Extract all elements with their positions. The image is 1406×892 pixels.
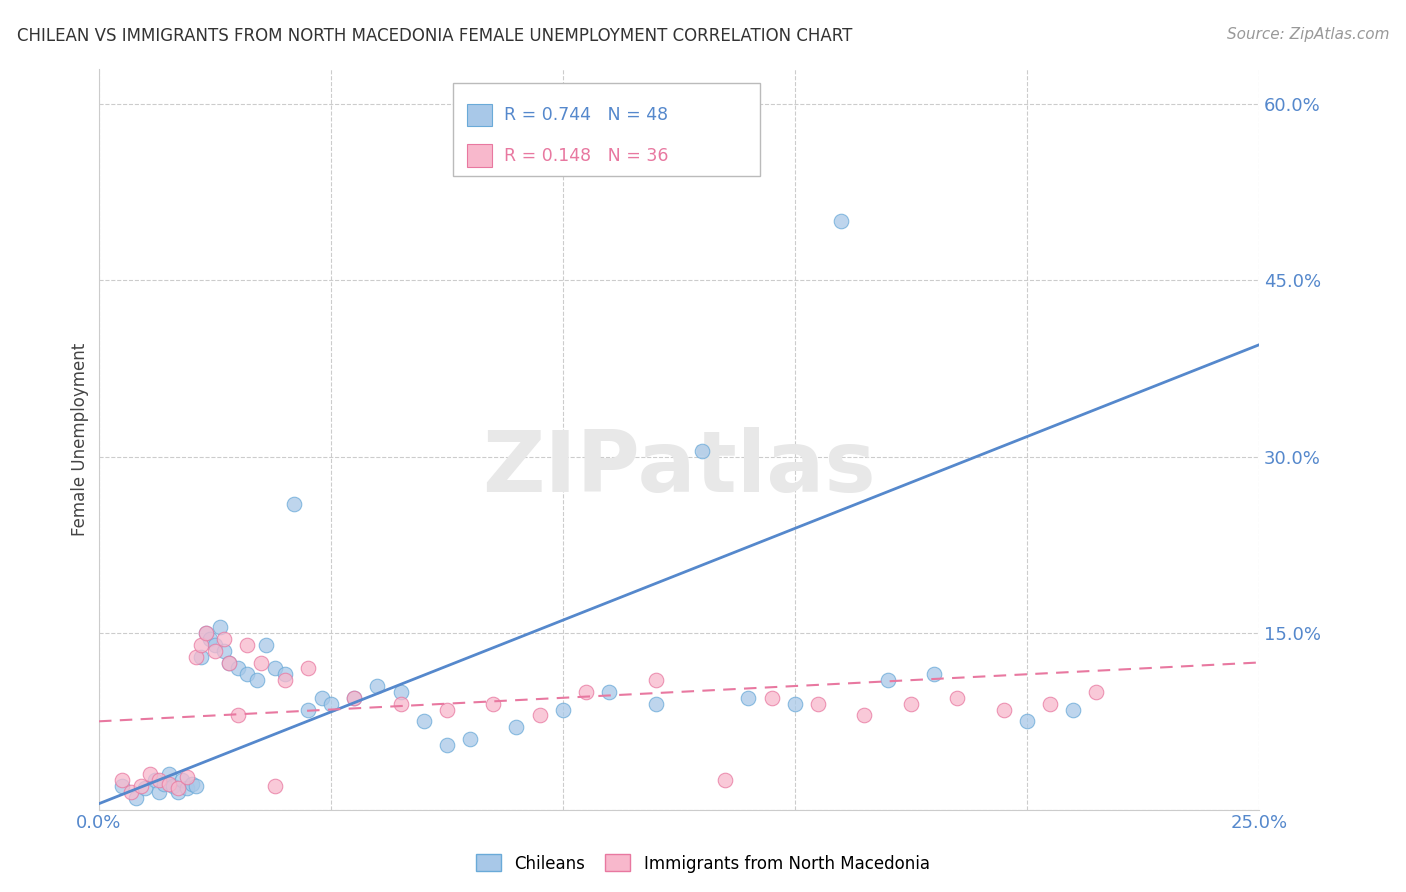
Point: [297, 661, 319, 675]
FancyBboxPatch shape: [467, 103, 492, 126]
Point: [737, 690, 759, 705]
Point: [922, 667, 945, 681]
Point: [436, 738, 458, 752]
Point: [644, 697, 666, 711]
Point: [264, 661, 287, 675]
Point: [200, 632, 222, 646]
Point: [250, 656, 273, 670]
Point: [807, 697, 830, 711]
Point: [343, 690, 366, 705]
Text: Source: ZipAtlas.com: Source: ZipAtlas.com: [1226, 27, 1389, 42]
Point: [143, 773, 166, 788]
Point: [236, 638, 259, 652]
Point: [761, 690, 783, 705]
Point: [212, 632, 235, 646]
Point: [830, 214, 852, 228]
Point: [139, 767, 162, 781]
Point: [148, 773, 170, 788]
Point: [162, 779, 184, 793]
Point: [412, 714, 434, 729]
Point: [853, 708, 876, 723]
Point: [246, 673, 269, 688]
Text: CHILEAN VS IMMIGRANTS FROM NORTH MACEDONIA FEMALE UNEMPLOYMENT CORRELATION CHART: CHILEAN VS IMMIGRANTS FROM NORTH MACEDON…: [17, 27, 852, 45]
Point: [297, 702, 319, 716]
Point: [218, 656, 240, 670]
Point: [204, 644, 226, 658]
Point: [111, 773, 134, 788]
Point: [946, 690, 969, 705]
Point: [186, 649, 208, 664]
Point: [273, 673, 295, 688]
Point: [529, 708, 551, 723]
Point: [125, 790, 148, 805]
Point: [157, 767, 180, 781]
Point: [218, 656, 240, 670]
Point: [212, 644, 235, 658]
Point: [1039, 697, 1062, 711]
Point: [714, 773, 737, 788]
Point: [319, 697, 342, 711]
Point: [1062, 702, 1084, 716]
Point: [194, 626, 217, 640]
Point: [876, 673, 898, 688]
Point: [190, 649, 212, 664]
Point: [176, 781, 198, 796]
Point: [311, 690, 333, 705]
Point: [264, 779, 287, 793]
Point: [993, 702, 1015, 716]
Legend: Chileans, Immigrants from North Macedonia: Chileans, Immigrants from North Macedoni…: [470, 847, 936, 880]
Point: [575, 685, 598, 699]
Point: [121, 785, 143, 799]
Point: [226, 661, 249, 675]
Point: [644, 673, 666, 688]
Point: [482, 697, 505, 711]
Point: [148, 785, 170, 799]
Point: [389, 697, 412, 711]
Point: [343, 690, 366, 705]
Point: [186, 779, 208, 793]
Point: [194, 626, 217, 640]
Point: [783, 697, 806, 711]
Point: [505, 720, 527, 734]
Point: [254, 638, 277, 652]
FancyBboxPatch shape: [467, 145, 492, 167]
FancyBboxPatch shape: [453, 83, 761, 176]
Point: [166, 781, 188, 796]
Point: [436, 702, 458, 716]
Point: [900, 697, 922, 711]
Point: [111, 779, 134, 793]
Point: [1015, 714, 1038, 729]
Point: [180, 777, 202, 791]
Point: [551, 702, 574, 716]
Point: [690, 443, 713, 458]
Point: [598, 685, 620, 699]
Point: [204, 638, 226, 652]
Text: R = 0.148   N = 36: R = 0.148 N = 36: [503, 146, 668, 165]
Point: [1085, 685, 1108, 699]
Point: [389, 685, 412, 699]
Point: [226, 708, 249, 723]
Point: [166, 785, 188, 799]
Point: [129, 779, 152, 793]
Text: R = 0.744   N = 48: R = 0.744 N = 48: [503, 106, 668, 124]
Point: [172, 773, 194, 788]
Point: [176, 770, 198, 784]
Y-axis label: Female Unemployment: Female Unemployment: [72, 343, 89, 536]
Point: [273, 667, 295, 681]
Point: [134, 781, 156, 796]
Point: [157, 777, 180, 791]
Point: [153, 777, 176, 791]
Point: [236, 667, 259, 681]
Point: [366, 679, 388, 693]
Point: [283, 497, 305, 511]
Point: [208, 620, 231, 634]
Point: [458, 731, 481, 746]
Point: [190, 638, 212, 652]
Text: ZIPatlas: ZIPatlas: [482, 427, 876, 510]
